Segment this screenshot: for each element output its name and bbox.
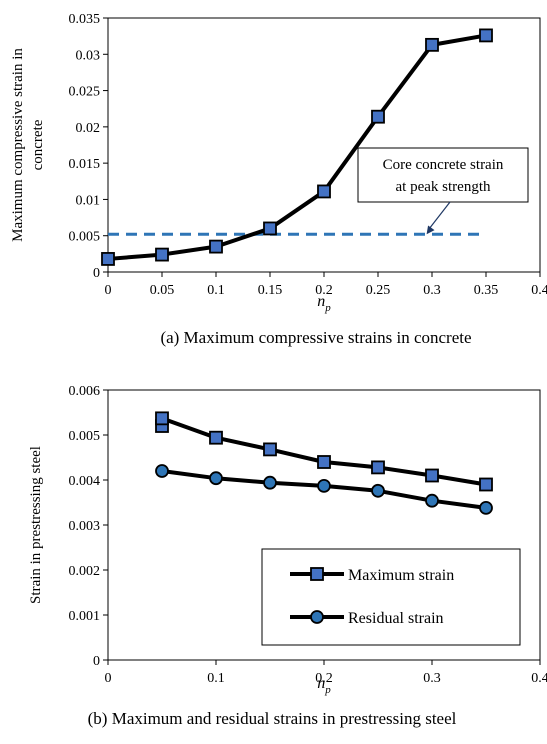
b-data-point — [371, 483, 385, 498]
a-x-tick-label: 0.35 — [474, 283, 499, 298]
a-annotation-box — [357, 147, 529, 203]
a-y-label-line: concrete — [30, 119, 46, 170]
b-legend-marker — [310, 610, 324, 624]
b-x-tick-label: 0.1 — [207, 671, 225, 686]
b-y-tick-label: 0 — [93, 654, 100, 669]
chart-a: Maximum compressive strain in concrete np… — [10, 12, 547, 347]
a-series-line-1 — [107, 33, 487, 261]
a-x-tick-label: 0.1 — [207, 283, 225, 298]
b-data-point — [317, 455, 331, 469]
a-data-point — [263, 221, 277, 236]
b-legend-label: Maximum strain — [348, 567, 454, 584]
a-x-tick-label: 0.3 — [423, 283, 441, 298]
b-y-tick-label: 0.005 — [69, 429, 101, 444]
a-y-tick-label: 0.02 — [76, 121, 101, 136]
a-annotation-text: at peak strength — [396, 179, 491, 195]
b-x-tick-label: 0.2 — [315, 671, 333, 686]
a-y-tick-label: 0.01 — [76, 193, 101, 208]
a-y-tick-label: 0.015 — [69, 157, 101, 172]
b-data-point — [209, 430, 223, 445]
a-data-point — [425, 37, 439, 52]
b-series-line-1 — [160, 416, 487, 487]
a-x-tick-label: 0.15 — [258, 283, 283, 298]
b-x-tick-label: 0.3 — [423, 671, 441, 686]
a-data-point — [371, 109, 385, 124]
a-y-tick-label: 0.025 — [69, 85, 101, 100]
a-y-label-text: Maximum compressive strain in concrete — [10, 48, 46, 242]
a-x-tick-label: 0.25 — [366, 283, 391, 298]
a-annotation-arrowhead — [426, 225, 435, 235]
a-data-point — [209, 239, 223, 254]
b-x-axis-label: np — [317, 675, 331, 696]
b-y-tick-label: 0.006 — [69, 384, 101, 399]
a-y-label-line: Maximum compressive strain in — [10, 48, 26, 242]
a-y-axis-label: Maximum compressive strain in concrete — [10, 48, 46, 242]
b-data-point — [155, 464, 169, 478]
a-x-tick-label: 0.4 — [531, 283, 547, 298]
b-legend-box — [261, 548, 521, 646]
a-x-tick-label: 0.05 — [150, 283, 175, 298]
chart-b: Strain in prestressing steel np (b) Maxi… — [28, 384, 547, 728]
b-legend-label: Residual strain — [348, 610, 444, 627]
b-data-point — [263, 442, 277, 457]
b-y-label-line: Strain in prestressing steel — [28, 446, 44, 604]
b-y-tick-label: 0.002 — [69, 564, 101, 579]
a-y-tick-label: 0 — [93, 266, 100, 281]
b-y-tick-label: 0.001 — [69, 609, 101, 624]
b-data-point — [155, 411, 169, 426]
a-y-tick-label: 0.03 — [76, 48, 101, 63]
b-data-point — [371, 460, 385, 475]
b-caption: (b) Maximum and residual strains in pres… — [88, 709, 457, 728]
b-data-point — [479, 477, 493, 492]
b-x-tick-label: 0 — [105, 671, 112, 686]
a-y-tick-label: 0.035 — [69, 12, 101, 27]
a-x-tick-label: 0 — [105, 283, 112, 298]
b-data-point — [479, 500, 493, 515]
a-annotation-arrow — [429, 201, 451, 229]
b-data-point — [263, 475, 277, 490]
a-data-point — [479, 28, 493, 43]
b-x-tick-label: 0.4 — [531, 671, 547, 686]
a-data-point — [155, 247, 169, 262]
a-y-tick-label: 0.005 — [69, 230, 101, 245]
b-y-axis-label: Strain in prestressing steel — [28, 446, 44, 604]
b-y-label-text: Strain in prestressing steel — [28, 446, 44, 604]
b-data-point — [317, 478, 331, 493]
a-x-tick-label: 0.2 — [315, 283, 333, 298]
b-data-point — [425, 468, 439, 483]
a-caption: (a) Maximum compressive strains in concr… — [160, 328, 471, 347]
b-legend-marker — [310, 567, 324, 581]
a-data-point — [101, 252, 115, 266]
b-y-tick-label: 0.004 — [69, 474, 101, 489]
b-y-tick-label: 0.003 — [69, 519, 101, 534]
a-x-axis-label: np — [317, 293, 331, 314]
b-data-point — [425, 493, 439, 508]
a-data-point — [317, 184, 331, 199]
a-annotation-text: Core concrete strain — [383, 157, 504, 173]
b-data-point — [209, 471, 223, 486]
